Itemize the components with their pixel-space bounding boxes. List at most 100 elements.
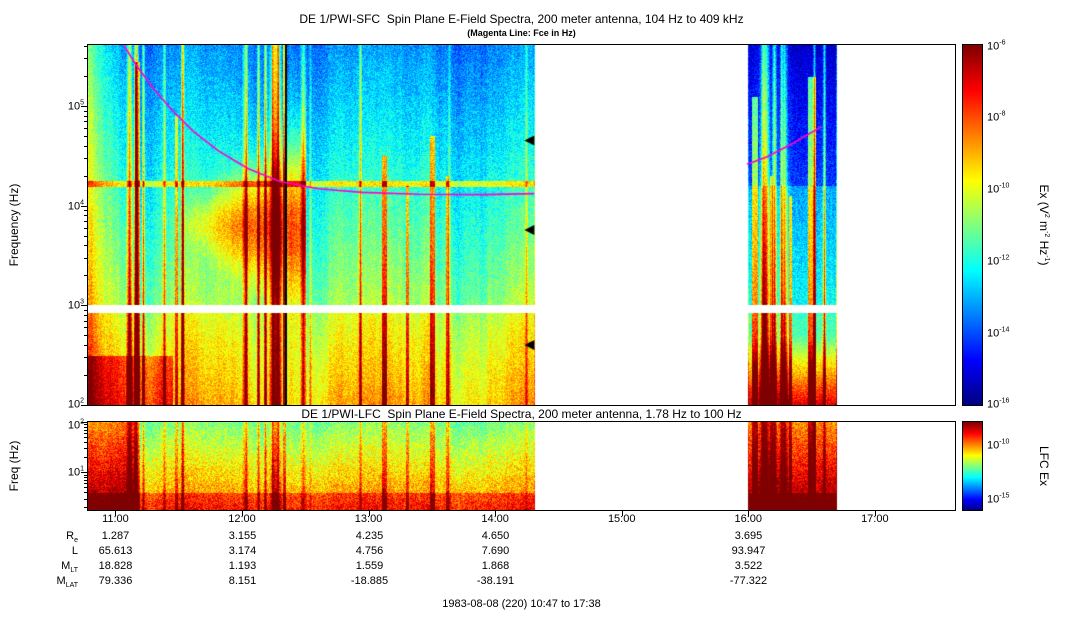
ephemeris-value: 1.287 bbox=[101, 530, 130, 542]
axis-tick bbox=[84, 235, 88, 237]
ephemeris-row: Re 1.287 3.155 4.235 4.650 3.695 bbox=[0, 530, 1083, 544]
lfc-title: DE 1/PWI-LFC Spin Plane E-Field Spectra,… bbox=[301, 407, 742, 421]
axis-tick bbox=[874, 511, 876, 516]
sfc-subtitle: (Magenta Line: Fce in Hz) bbox=[467, 28, 576, 38]
ephemeris-value: 8.151 bbox=[228, 575, 257, 587]
axis-tick bbox=[81, 205, 88, 207]
axis-tick bbox=[84, 483, 88, 485]
axis-tick bbox=[241, 511, 243, 516]
axis-tick bbox=[115, 511, 117, 516]
axis-tick bbox=[84, 327, 88, 329]
axis-tick bbox=[495, 511, 497, 516]
axis-tick bbox=[84, 128, 88, 130]
lfc-spectrogram-canvas bbox=[87, 421, 956, 511]
axis-tick bbox=[84, 344, 88, 346]
axis-tick bbox=[84, 487, 88, 489]
y-tick-label: 102 bbox=[67, 397, 84, 411]
ephemeris-row-label: Re bbox=[66, 530, 78, 545]
ephemeris-value: 4.756 bbox=[355, 545, 384, 557]
ephemeris-row-label: L bbox=[71, 545, 78, 557]
colorbar-label-text: m bbox=[1037, 217, 1051, 232]
axis-tick bbox=[84, 275, 88, 277]
ephemeris-row-label: MLT bbox=[61, 560, 78, 575]
colorbar-tick-label: 10-6 bbox=[987, 39, 1006, 53]
sfc-spectrogram-canvas bbox=[87, 44, 956, 406]
x-tick-label: 12:00 bbox=[228, 513, 256, 525]
axis-tick bbox=[84, 477, 88, 479]
axis-tick bbox=[84, 257, 88, 259]
ephemeris-value: 4.235 bbox=[355, 530, 384, 542]
ephemeris-value: 65.613 bbox=[98, 545, 133, 557]
axis-tick bbox=[84, 320, 88, 322]
axis-tick bbox=[81, 422, 88, 423]
y-tick-label: 103 bbox=[67, 298, 84, 312]
x-tick-label: 17:00 bbox=[861, 513, 889, 525]
colorbar-tick-label: 10-16 bbox=[987, 397, 1010, 411]
ephemeris-value: 4.650 bbox=[481, 530, 510, 542]
ephemeris-value: 3.695 bbox=[734, 530, 763, 542]
lfc-colorbar-label: LFC Ex bbox=[1037, 445, 1051, 487]
sfc-y-axis-label: Frequency (Hz) bbox=[7, 183, 21, 267]
axis-tick bbox=[84, 448, 88, 450]
ephemeris-value: -18.885 bbox=[350, 575, 389, 587]
lfc-colorbar-gradient bbox=[962, 421, 983, 511]
axis-tick bbox=[84, 145, 88, 147]
axis-tick bbox=[84, 245, 88, 247]
axis-tick bbox=[84, 227, 88, 229]
axis-tick bbox=[84, 429, 88, 431]
x-tick-label: 15:00 bbox=[607, 513, 636, 525]
axis-tick bbox=[84, 433, 88, 435]
ephemeris-value: 3.174 bbox=[228, 545, 257, 557]
axis-tick bbox=[84, 457, 88, 459]
x-tick-label: 11:00 bbox=[102, 513, 129, 525]
ephemeris-value: -77.322 bbox=[729, 575, 768, 587]
axis-tick bbox=[81, 305, 88, 307]
axis-tick bbox=[368, 511, 370, 516]
axis-tick bbox=[84, 309, 88, 311]
x-tick-label: 14:00 bbox=[481, 513, 509, 525]
colorbar-tick-label: 10-12 bbox=[987, 254, 1010, 268]
ephemeris-value: 18.828 bbox=[98, 560, 133, 572]
ephemeris-value: 3.522 bbox=[734, 560, 763, 572]
axis-tick bbox=[84, 374, 88, 376]
axis-tick bbox=[84, 110, 88, 112]
axis-tick bbox=[81, 472, 88, 474]
colorbar-tick-label: 10-10 bbox=[987, 182, 1010, 196]
ephemeris-value: 79.336 bbox=[98, 575, 133, 587]
axis-tick bbox=[748, 511, 750, 516]
axis-tick bbox=[84, 115, 88, 117]
axis-tick bbox=[84, 158, 88, 160]
footer-daterange: 1983-08-08 (220) 10:47 to 17:38 bbox=[442, 598, 601, 610]
axis-tick bbox=[84, 507, 88, 509]
ephemeris-row: L 65.613 3.174 4.756 7.690 93.947 bbox=[0, 545, 1083, 559]
axis-tick bbox=[84, 58, 88, 60]
axis-tick bbox=[81, 105, 88, 107]
axis-tick bbox=[84, 442, 88, 443]
ephemeris-row: MLT 18.828 1.193 1.559 1.868 3.522 bbox=[0, 560, 1083, 574]
axis-tick bbox=[84, 437, 88, 439]
axis-tick bbox=[84, 474, 88, 476]
ephemeris-value: 3.155 bbox=[228, 530, 257, 542]
y-tick-label: 101 bbox=[67, 465, 84, 479]
axis-tick bbox=[84, 335, 88, 337]
ephemeris-value: 1.559 bbox=[355, 560, 384, 572]
y-tick-label: 104 bbox=[67, 199, 84, 213]
colorbar-label-text: Ex (V bbox=[1037, 184, 1051, 214]
axis-tick bbox=[84, 492, 88, 494]
x-tick-label: 13:00 bbox=[354, 513, 383, 525]
axis-tick bbox=[81, 405, 88, 406]
axis-tick bbox=[84, 75, 88, 77]
colorbar-tick-label: 10-14 bbox=[987, 326, 1010, 340]
ephemeris-value: 93.947 bbox=[731, 545, 766, 557]
sfc-title: DE 1/PWI-SFC Spin Plane E-Field Spectra,… bbox=[299, 12, 744, 26]
colorbar-label-text: Hz bbox=[1037, 237, 1051, 256]
axis-tick bbox=[84, 210, 88, 212]
axis-tick bbox=[84, 357, 88, 359]
y-tick-label: 102 bbox=[67, 419, 84, 432]
axis-tick bbox=[84, 424, 88, 426]
ephemeris-value: 7.690 bbox=[481, 545, 510, 557]
ephemeris-value: -38.191 bbox=[476, 575, 515, 587]
axis-tick bbox=[84, 426, 88, 428]
y-tick-label: 105 bbox=[67, 99, 84, 113]
colorbar-label-text: ) bbox=[1037, 261, 1051, 266]
